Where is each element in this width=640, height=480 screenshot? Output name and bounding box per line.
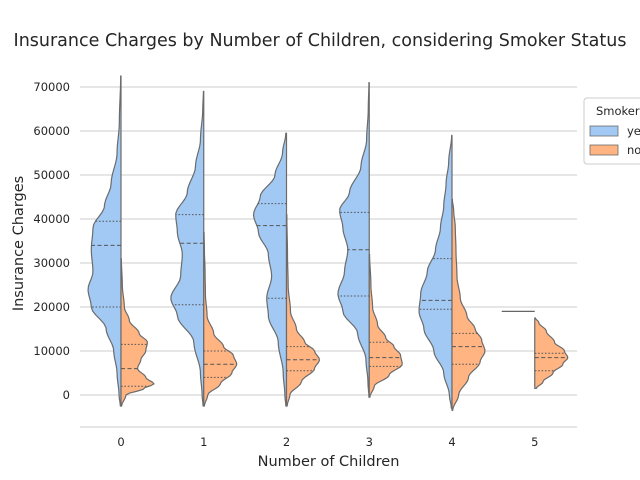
violin-marks — [87, 75, 569, 411]
legend-entry-no: no — [627, 143, 640, 157]
violin-no-2 — [285, 214, 320, 407]
y-axis-label: Insurance Charges — [11, 176, 27, 311]
violin-no-5 — [534, 317, 569, 389]
legend: Smoker yes no — [583, 97, 640, 165]
violin-body — [418, 134, 453, 409]
y-tick-label: 40000 — [33, 212, 70, 226]
violin-yes-2 — [252, 132, 288, 407]
violin-yes-4 — [418, 134, 453, 409]
x-tick-label: 1 — [200, 435, 207, 449]
y-tick-label: 60000 — [33, 124, 70, 138]
chart-title: Insurance Charges by Number of Children,… — [14, 31, 627, 51]
violin-yes-1 — [170, 90, 205, 407]
violin-no-3 — [368, 253, 403, 398]
y-tick-labels: 0 10000 20000 30000 40000 50000 60000 70000 — [33, 80, 70, 402]
violin-body — [285, 214, 320, 407]
x-tick-labels: 0 1 2 3 4 5 — [117, 435, 538, 449]
y-tick-label: 10000 — [33, 344, 70, 358]
legend-entries: yes no — [589, 124, 640, 157]
x-tick-label: 3 — [366, 435, 373, 449]
violin-yes-3 — [337, 82, 370, 398]
violin-no-0 — [120, 258, 155, 407]
gridlines — [80, 86, 577, 396]
x-axis-label: Number of Children — [258, 454, 400, 470]
violin-no-4 — [451, 198, 486, 411]
violin-body — [203, 231, 238, 407]
violin-yes-0 — [87, 75, 122, 407]
y-tick-label: 30000 — [33, 256, 70, 270]
legend-title: Smoker — [596, 104, 640, 118]
violin-body — [368, 253, 403, 398]
violin-body — [451, 198, 486, 411]
y-tick-label: 0 — [63, 388, 70, 402]
violin-body — [87, 75, 122, 407]
y-tick-label: 20000 — [33, 300, 70, 314]
x-tick-label: 4 — [448, 435, 455, 449]
violin-body — [252, 132, 288, 407]
legend-swatch-no — [589, 144, 619, 156]
x-tick-label: 2 — [283, 435, 290, 449]
violin-body — [170, 90, 205, 407]
violin-body — [120, 258, 155, 407]
y-tick-label: 50000 — [33, 168, 70, 182]
x-tick-label: 5 — [531, 435, 538, 449]
x-tick-label: 0 — [117, 435, 124, 449]
violin-body — [337, 82, 370, 398]
violin-no-1 — [203, 231, 238, 407]
legend-entry-yes: yes — [627, 124, 640, 138]
legend-swatch-yes — [589, 125, 619, 137]
y-tick-label: 70000 — [33, 80, 70, 94]
